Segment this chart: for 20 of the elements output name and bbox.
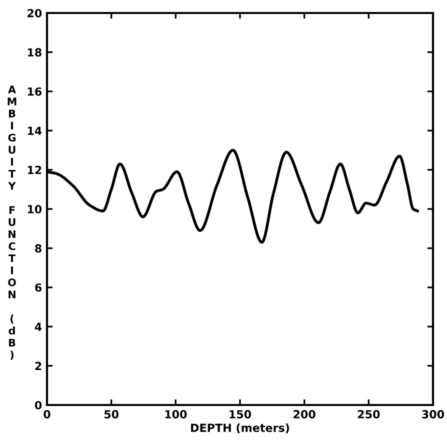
- y-tick-label: 6: [35, 283, 42, 292]
- x-tick-label: 0: [44, 410, 50, 418]
- y-tick-label: 18: [28, 48, 42, 57]
- x-tick-label: 100: [165, 410, 187, 418]
- text: AMBIGUITY FUNCTION (dB): [8, 86, 16, 360]
- y-tick-label: 14: [28, 126, 42, 135]
- y-tick-label: 10: [28, 204, 42, 214]
- x-tick-label: 300: [422, 410, 444, 418]
- x-tick-label: 50: [104, 410, 119, 418]
- y-tick-label: 20: [28, 8, 42, 18]
- x-axis-title: DEPTH (meters): [191, 423, 289, 434]
- x-tick-label: 250: [358, 410, 380, 418]
- x-tick-label: 150: [230, 410, 252, 418]
- y-tick-label: 2: [35, 362, 42, 370]
- y-tick-label: 12: [28, 166, 42, 174]
- y-tick-label: 16: [28, 87, 42, 96]
- y-tick-label: 4: [34, 322, 42, 331]
- x-tick-label: 200: [294, 410, 316, 418]
- y-tick-label: 8: [35, 244, 42, 253]
- y-tick-label: 0: [34, 400, 42, 410]
